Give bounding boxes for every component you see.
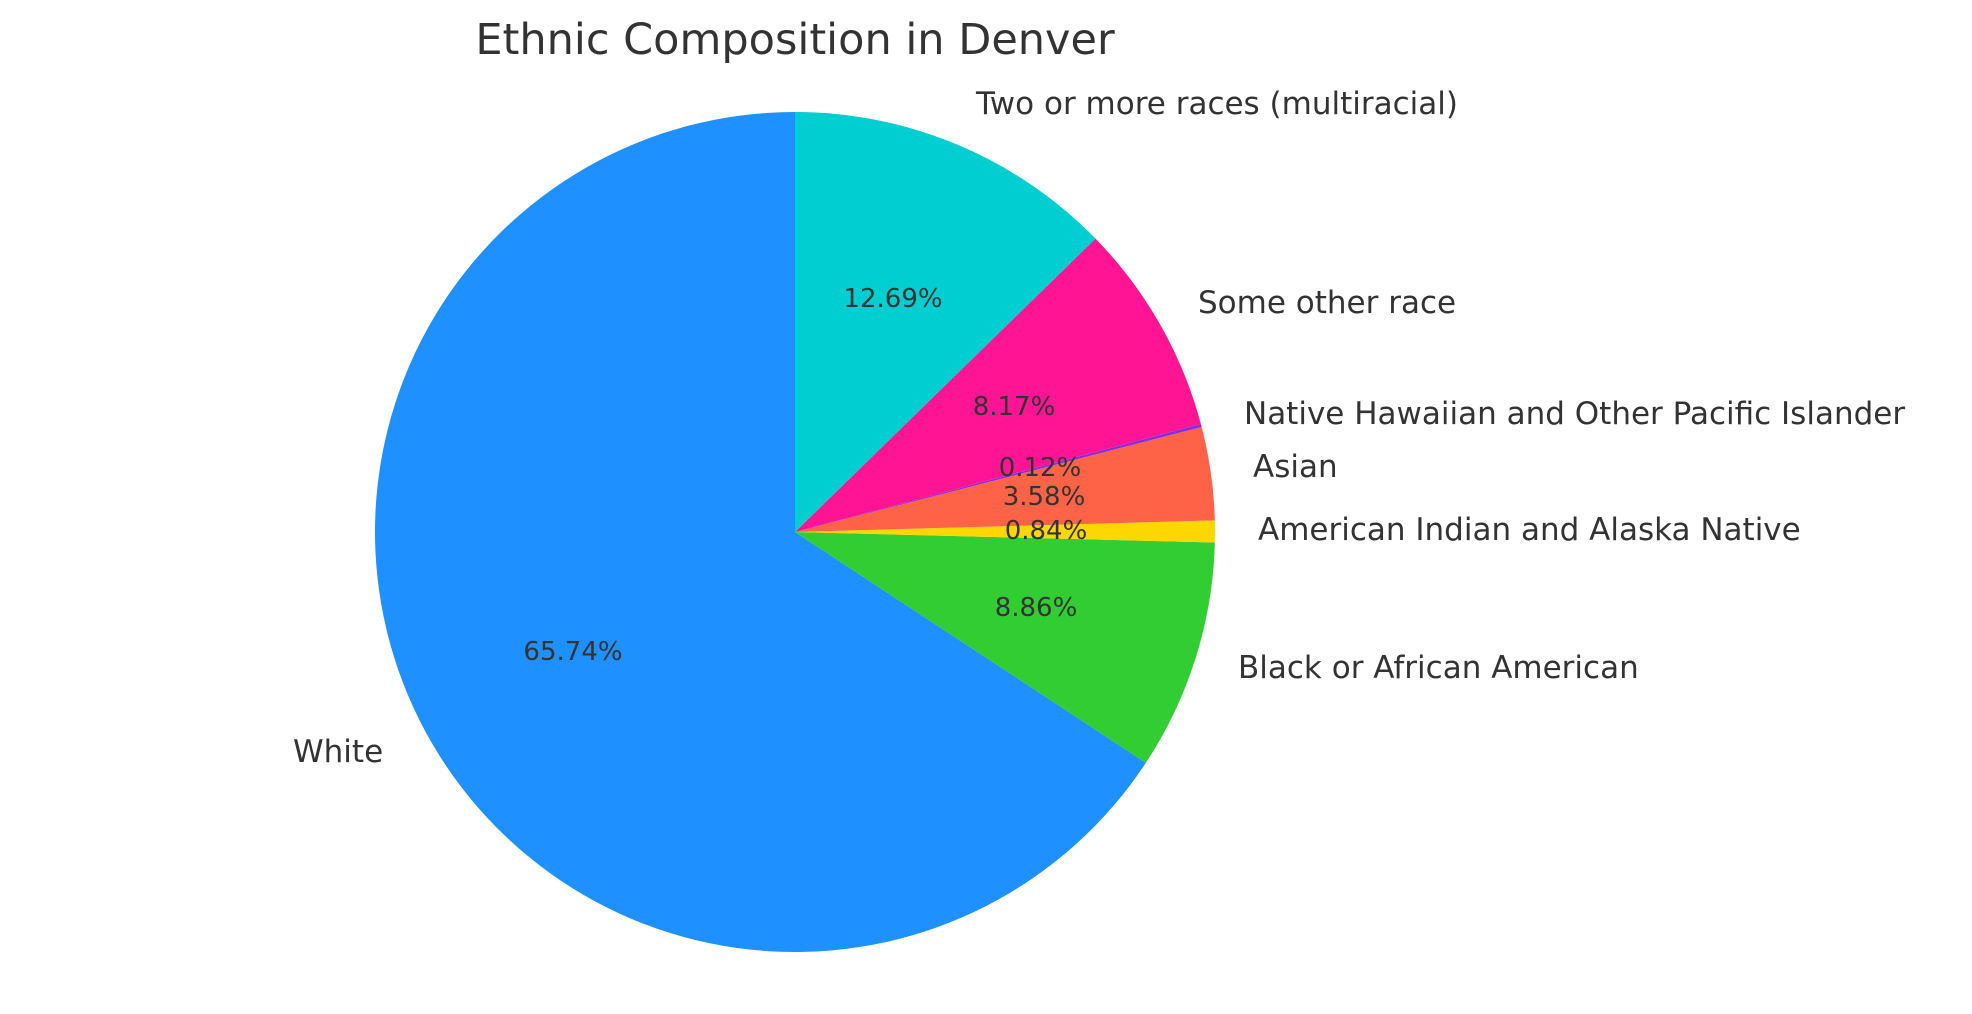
wedge-some-other-race (795, 238, 1201, 532)
percent-label: 3.58% (1003, 482, 1086, 512)
percent-labels: 65.74% 8.86% 0.84% 3.58%0.12% 8.17% 12.69% (523, 284, 1087, 667)
category-label: Black or African American (1238, 650, 1639, 686)
wedge-asian (795, 427, 1215, 532)
wedge-two-or-more-races-multiracial (795, 111, 1096, 533)
category-label: Asian (1253, 449, 1338, 485)
pie-wedges (375, 111, 1215, 952)
category-label: Some other race (1198, 285, 1456, 321)
category-labels: White Black or African American American I… (293, 86, 1905, 770)
category-label: White (293, 734, 383, 770)
percent-label: 0.12% (999, 453, 1082, 483)
category-label: American Indian and Alaska Native (1258, 512, 1801, 548)
percent-label: 12.69% (843, 284, 942, 314)
percent-label: 65.74% (523, 637, 622, 667)
category-label: Two or more races (multiracial) (975, 86, 1458, 122)
wedge-white (375, 112, 1146, 952)
category-label: Native Hawaiian and Other Pacific Island… (1244, 396, 1905, 432)
percent-label: 8.17% (973, 392, 1056, 422)
wedge-american-indian-and-alaska-native (795, 520, 1215, 543)
wedge-native-hawaiian-and-other-pacific-islander (795, 423, 1202, 532)
chart-title: Ethnic Composition in Denver (475, 15, 1115, 65)
percent-label: 8.86% (995, 593, 1078, 623)
wedge-black-or-african-american (795, 532, 1215, 763)
percent-label: 0.84% (1005, 516, 1088, 546)
